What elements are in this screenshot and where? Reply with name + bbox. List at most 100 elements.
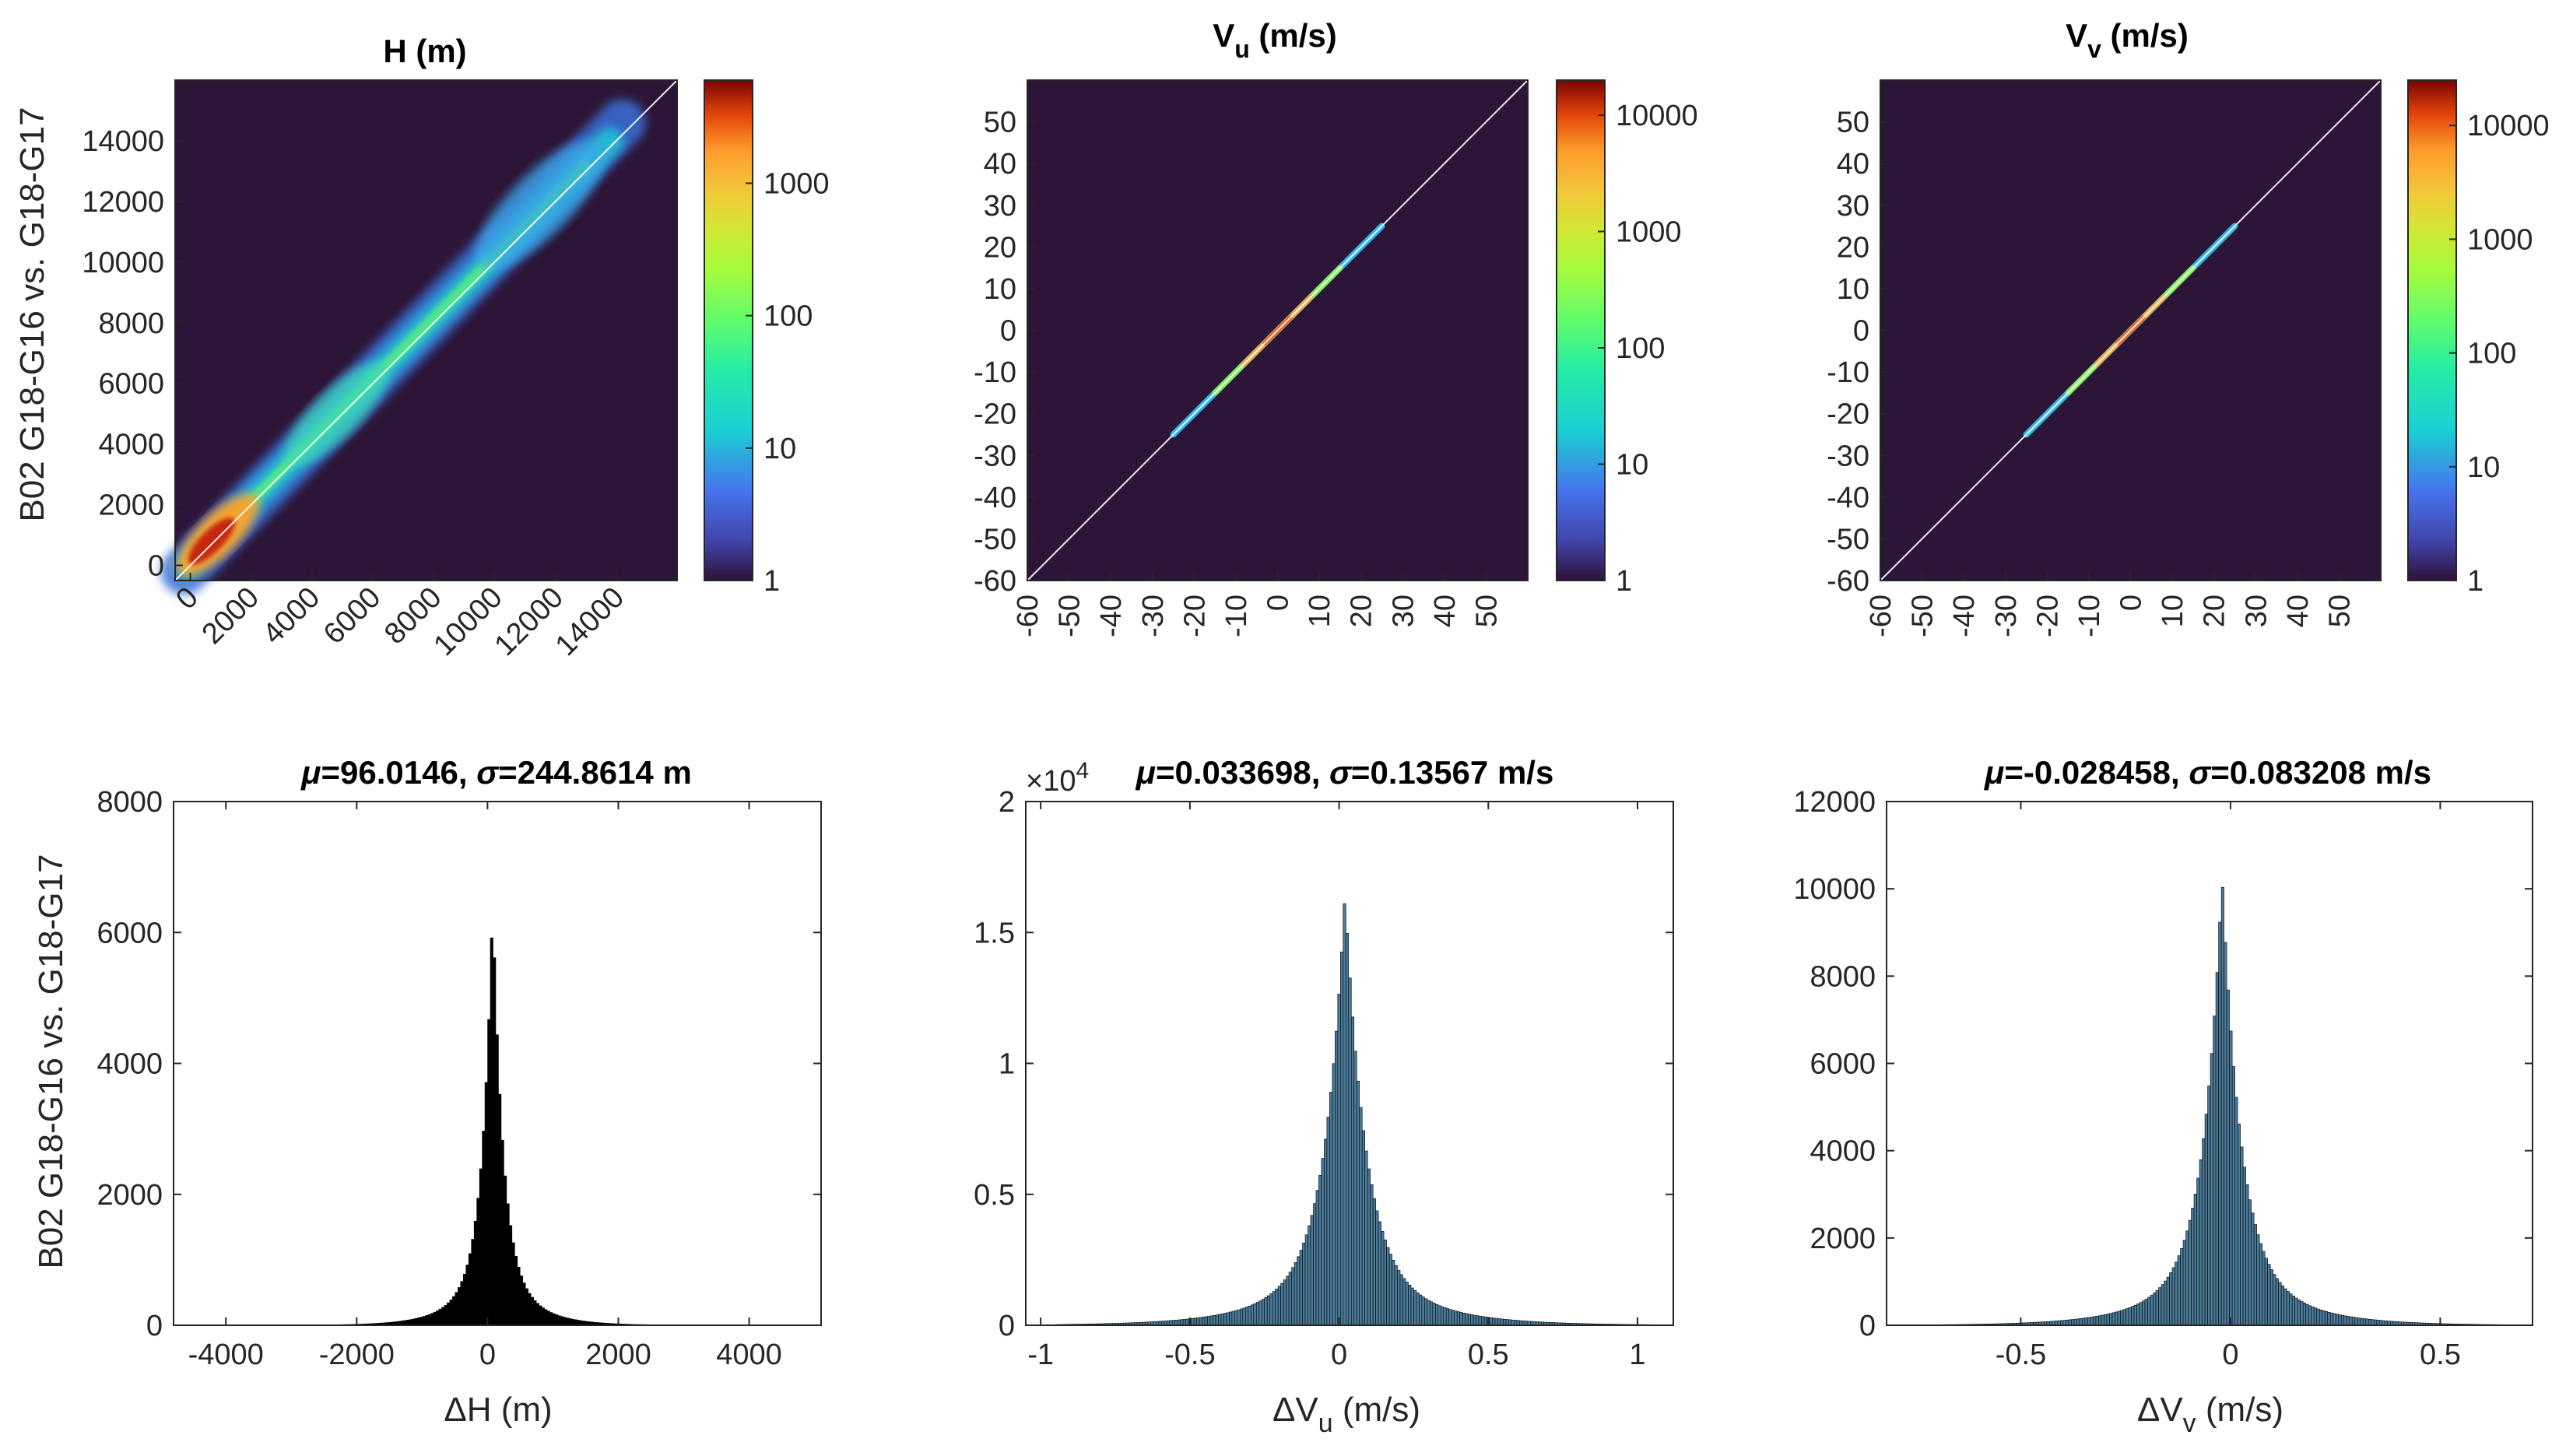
- histogram-bar: [2242, 1167, 2246, 1326]
- histogram-bar: [1337, 994, 1341, 1326]
- histogram-bar: [566, 1317, 570, 1326]
- histogram-bar: [557, 1315, 561, 1326]
- histogram-bar: [2106, 1314, 2110, 1326]
- histogram-bar: [2185, 1230, 2189, 1326]
- y-tick-label: 1: [999, 1048, 1015, 1081]
- histogram-bar: [1476, 1315, 1480, 1326]
- histogram-bar: [500, 1139, 504, 1326]
- histogram-bar: [1392, 1260, 1395, 1326]
- histogram-bar: [2196, 1177, 2200, 1326]
- x-tick-label: 0.5: [1468, 1338, 1509, 1371]
- histogram-bar: [411, 1318, 415, 1326]
- histogram-bar: [1207, 1316, 1211, 1326]
- x-tick-label: 12000: [489, 581, 570, 662]
- x-tick-label: -40: [1095, 595, 1128, 637]
- histogram-bar: [1489, 1317, 1493, 1326]
- histogram-bar: [482, 1131, 486, 1326]
- histogram-bar: [447, 1302, 451, 1326]
- histogram-bar: [1378, 1221, 1381, 1326]
- histogram-bar: [1202, 1317, 1206, 1326]
- x-tick-label: 0: [1262, 595, 1295, 611]
- histogram-bar: [2262, 1251, 2266, 1326]
- histogram-bar: [1310, 1215, 1314, 1326]
- histogram-bar: [1437, 1305, 1441, 1326]
- colorbar-tick-label: 1000: [2467, 223, 2533, 256]
- histogram-bar: [2139, 1302, 2143, 1326]
- histogram-bar: [2294, 1297, 2298, 1326]
- histogram-bar: [1481, 1316, 1485, 1326]
- histogram-bar: [1218, 1314, 1222, 1326]
- histogram-bar: [568, 1318, 572, 1326]
- histogram-bar: [1302, 1242, 1306, 1326]
- colorbar-tick-label: 1000: [1616, 216, 1682, 249]
- histogram-bar: [514, 1256, 518, 1326]
- histogram-bar: [2164, 1280, 2168, 1326]
- y-tick-label: 4000: [1810, 1135, 1876, 1168]
- y-axis-label-row2: B02 G18-G16 vs. G18-G17: [32, 854, 70, 1268]
- histogram-bar: [1454, 1310, 1458, 1326]
- y-tick-label: 4000: [97, 1048, 163, 1081]
- histogram-bar: [2068, 1319, 2072, 1326]
- histogram-bar: [1456, 1311, 1460, 1326]
- histogram-bar: [1275, 1289, 1279, 1326]
- histogram-dvv: 0 2000 4000 6000 8000 10000 12000 -0.5 0 0.5: [1793, 786, 2533, 1371]
- histogram-bar: [1359, 1107, 1363, 1326]
- histogram-bar: [1399, 1274, 1403, 1326]
- histogram-bar: [1397, 1270, 1401, 1326]
- x-tick-label: -0.5: [1164, 1338, 1215, 1371]
- title-vu: Vu (m/s): [1213, 17, 1337, 63]
- histogram-bar: [1318, 1175, 1322, 1326]
- y-tick-label: 50: [984, 107, 1016, 139]
- histogram-bar: [1294, 1261, 1297, 1326]
- histogram-bar: [2360, 1317, 2364, 1326]
- histogram-bar: [2245, 1184, 2249, 1326]
- y-tick-label: 6000: [1810, 1048, 1876, 1081]
- histogram-bar: [1180, 1319, 1184, 1326]
- histogram-bar: [506, 1203, 510, 1326]
- histogram-bar: [2286, 1291, 2290, 1326]
- colorbar-tick-label: 10: [2467, 451, 2500, 484]
- histogram-bar: [427, 1314, 431, 1326]
- histogram-bar: [2109, 1313, 2113, 1326]
- histogram-bar: [1408, 1285, 1412, 1326]
- histogram-bar: [2076, 1318, 2080, 1326]
- histogram-bar: [2289, 1293, 2293, 1326]
- x-tick-label: 0: [1331, 1338, 1347, 1371]
- histogram-bar: [1435, 1303, 1439, 1326]
- x-tick-label: 4000: [257, 581, 326, 651]
- histogram-bar: [2142, 1300, 2146, 1326]
- histogram-bar: [2302, 1303, 2306, 1326]
- histogram-bar: [1329, 1092, 1333, 1326]
- histogram-bar: [1213, 1315, 1216, 1326]
- histogram-bar: [2343, 1315, 2347, 1326]
- y-tick-label: -60: [1827, 565, 1869, 598]
- x-tick-label: -10: [1220, 595, 1253, 637]
- histogram-bar: [1432, 1303, 1436, 1326]
- y-tick-label: -40: [1827, 482, 1869, 514]
- histogram-bar: [1405, 1282, 1409, 1326]
- histogram-bar: [563, 1317, 567, 1326]
- histogram-bar: [1315, 1190, 1319, 1326]
- x-axis-label-dvu: ΔVu (m/s): [1272, 1391, 1420, 1438]
- histogram-bar: [2104, 1314, 2108, 1326]
- histogram-bar: [1370, 1184, 1374, 1326]
- histogram-bar: [1204, 1316, 1208, 1326]
- histogram-dh: 0 2000 4000 6000 8000 -4000 -2000 0 2000 4000: [97, 786, 822, 1371]
- histogram-bar: [1345, 933, 1350, 1326]
- histogram-bar: [2357, 1317, 2361, 1326]
- histogram-bar: [2188, 1219, 2192, 1326]
- histogram-bar: [2365, 1318, 2369, 1326]
- histogram-bar: [1394, 1265, 1398, 1326]
- histogram-bar: [2313, 1307, 2318, 1326]
- histogram-bar: [1462, 1312, 1466, 1326]
- histogram-bar: [1234, 1310, 1238, 1326]
- histogram-bar: [2171, 1267, 2175, 1326]
- y-tick-label: 8000: [97, 786, 163, 819]
- histogram-bar: [1237, 1309, 1241, 1326]
- histogram-bar: [1291, 1267, 1295, 1326]
- x-tick-label: 50: [1470, 595, 1503, 627]
- y-tick-label: -60: [974, 565, 1016, 598]
- x-tick-label: -60: [1865, 595, 1897, 637]
- title-dvu: μ=0.033698, σ=0.13567 m/s: [1136, 754, 1554, 791]
